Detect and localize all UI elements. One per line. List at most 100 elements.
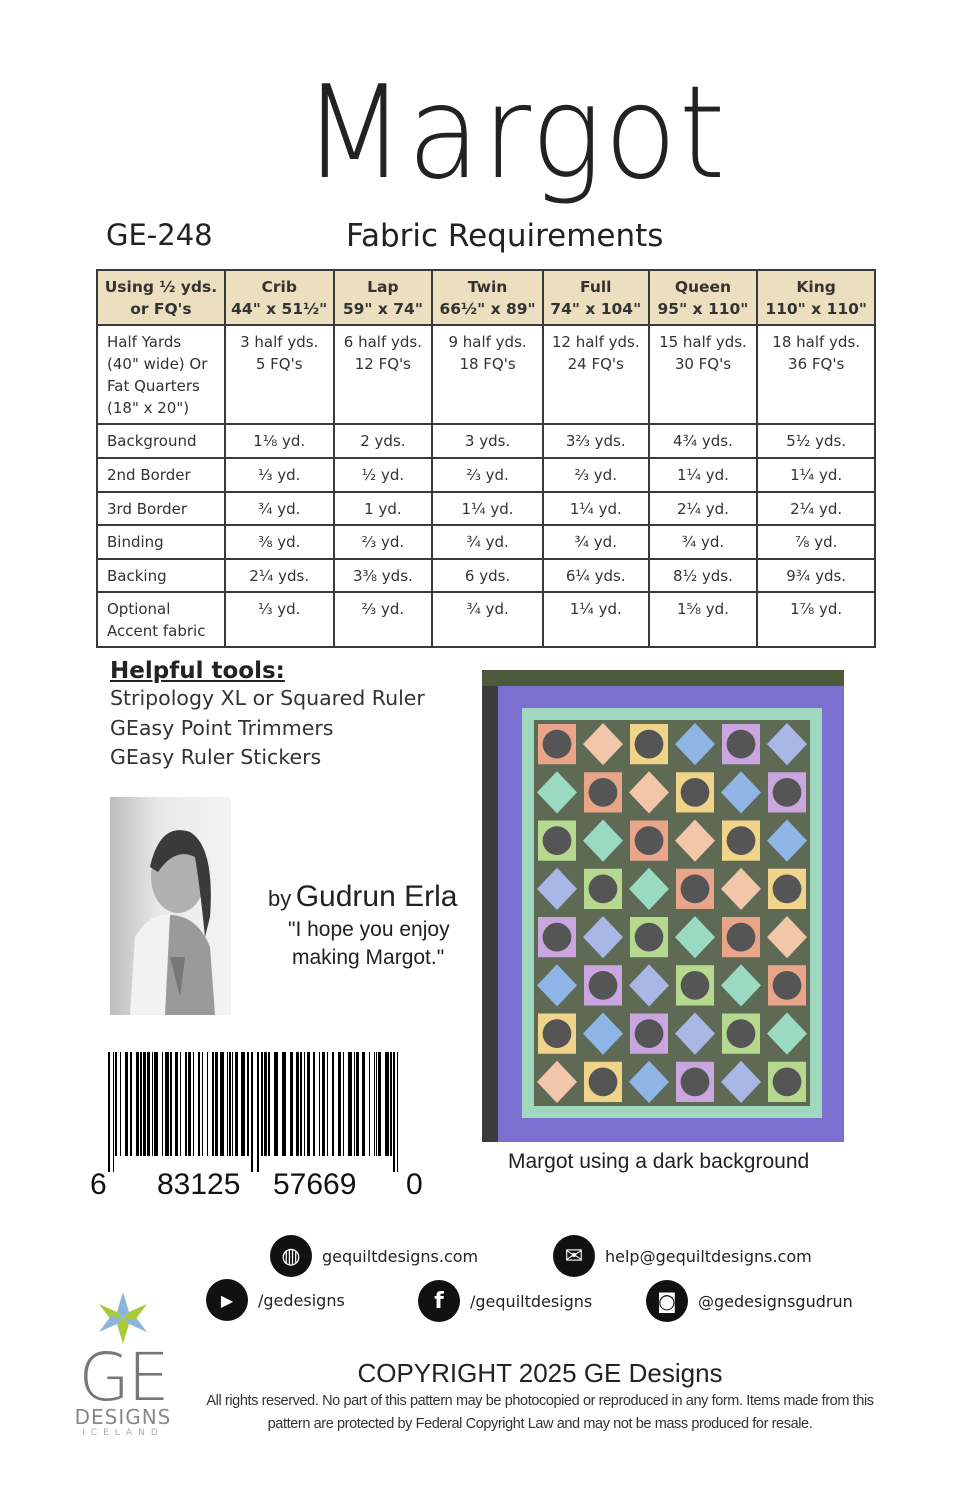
author-photo bbox=[110, 797, 231, 1015]
barcode-bar bbox=[393, 1052, 395, 1172]
barcode-digit: 6 bbox=[90, 1168, 107, 1201]
table-cell: 1¼ yd. bbox=[431, 491, 544, 526]
cell-line: 2¼ yd. bbox=[790, 500, 843, 518]
cell-line: 30 FQ's bbox=[674, 355, 732, 373]
fabric-requirements-table: Using ½ yds. or FQ's Crib 44" x 51½" Lap 59" … bbox=[96, 269, 876, 648]
youtube-text: /gedesigns bbox=[258, 1290, 345, 1310]
cell-line: 3 half yds. bbox=[240, 333, 319, 351]
cell-line: 1¼ yd. bbox=[676, 466, 729, 484]
table-cell: 2¼ yd. bbox=[756, 491, 876, 526]
table-row: Backing 2¼ yds. 3⅜ yds. 6 yds. 6¼ yds. 8½ yds… bbox=[96, 558, 876, 593]
logo-country: ICELAND bbox=[82, 1428, 164, 1438]
header-line: Twin bbox=[467, 277, 508, 296]
label-line: (18" x 20") bbox=[107, 399, 190, 417]
barcode bbox=[108, 1052, 398, 1172]
youtube-link[interactable]: ▶ /gedesigns bbox=[206, 1279, 345, 1321]
copyright-line: pattern are protected by Federal Copyrig… bbox=[267, 1416, 813, 1432]
website-link[interactable]: ◍ gequiltdesigns.com bbox=[270, 1235, 478, 1277]
table-cell: 5½ yds. bbox=[756, 423, 876, 459]
cell-line: 2¼ yds. bbox=[249, 567, 310, 585]
barcode-bar bbox=[165, 1052, 169, 1156]
table-cell: 1¼ yd. bbox=[541, 491, 650, 526]
cell-line: 36 FQ's bbox=[788, 355, 845, 373]
label-line: (40" wide) Or bbox=[107, 355, 208, 373]
facebook-link[interactable]: f/gequiltdesigns bbox=[418, 1280, 592, 1322]
header-line: Crib bbox=[261, 277, 297, 296]
barcode-bar bbox=[264, 1052, 267, 1156]
table-row: Background 1⅛ yd. 2 yds. 3 yds. 3⅔ yds. 4¾ yd… bbox=[96, 423, 876, 459]
table-cell: ¾ yd. bbox=[647, 524, 759, 560]
label-line: Accent fabric bbox=[107, 622, 206, 640]
table-cell: ¾ yd. bbox=[431, 591, 544, 648]
barcode-bar bbox=[154, 1052, 158, 1156]
barcode-bar bbox=[327, 1052, 328, 1156]
table-cell: 15 half yds. 30 FQ's bbox=[647, 324, 759, 425]
table-cell: ⅔ yd. bbox=[332, 524, 434, 560]
barcode-bar bbox=[356, 1052, 359, 1156]
cell-line: 1⅞ yd. bbox=[790, 600, 843, 618]
barcode-bar bbox=[268, 1052, 270, 1156]
cell-line: 9¾ yds. bbox=[786, 567, 847, 585]
website-text: gequiltdesigns.com bbox=[322, 1246, 479, 1266]
table-cell: 6¼ yds. bbox=[541, 558, 650, 593]
cell-line: 24 FQ's bbox=[567, 355, 624, 373]
cell-line: 1¼ yd. bbox=[569, 600, 622, 618]
barcode-bar bbox=[397, 1052, 398, 1172]
quilt-photo bbox=[482, 670, 844, 1142]
header-line: 66½" x 89" bbox=[439, 299, 536, 318]
cell-line: 1¼ yd. bbox=[569, 500, 622, 518]
barcode-bar bbox=[338, 1052, 341, 1156]
tools-heading: Helpful tools: bbox=[110, 658, 285, 684]
table-cell: 2¼ yds. bbox=[223, 558, 335, 593]
copyright-heading: COPYRIGHT 2025 GE Designs bbox=[357, 1358, 723, 1388]
table-cell: 3 yds. bbox=[431, 423, 544, 459]
barcode-bar bbox=[343, 1052, 344, 1156]
barcode-bar bbox=[202, 1052, 203, 1156]
quilt-block bbox=[629, 867, 669, 910]
barcode-bar bbox=[185, 1052, 187, 1156]
barcode-bar bbox=[220, 1052, 224, 1156]
cell-line: 1⅝ yd. bbox=[676, 600, 729, 618]
barcode-bar bbox=[362, 1052, 365, 1156]
row-label: 2nd Border bbox=[96, 457, 226, 493]
barcode-bar bbox=[147, 1052, 150, 1156]
barcode-bar bbox=[125, 1052, 128, 1156]
label-line: 3rd Border bbox=[107, 500, 188, 518]
barcode-bar bbox=[376, 1052, 377, 1156]
youtube-icon: ▶ bbox=[206, 1279, 248, 1321]
column-header: Crib 44" x 51½" bbox=[223, 269, 335, 326]
header-line: 95" x 110" bbox=[657, 299, 749, 318]
column-header: King 110" x 110" bbox=[756, 269, 876, 326]
quilt-block bbox=[629, 1060, 669, 1103]
cell-line: ¾ yd. bbox=[681, 533, 725, 551]
quilt-block bbox=[537, 964, 577, 1007]
instagram-icon: ◙ bbox=[646, 1280, 688, 1322]
column-header: Full 74" x 104" bbox=[541, 269, 650, 326]
label-line: Optional bbox=[107, 600, 171, 618]
header-line: or FQ's bbox=[130, 299, 192, 318]
cell-line: 1⅛ yd. bbox=[253, 432, 306, 450]
barcode-bar bbox=[198, 1052, 200, 1156]
instagram-link[interactable]: ◙ @gedesignsgudrun bbox=[646, 1280, 853, 1322]
envelope-icon: ✉ bbox=[553, 1235, 595, 1277]
quilt-block bbox=[629, 964, 669, 1007]
email-link[interactable]: ✉ help@gequiltdesigns.com bbox=[553, 1235, 812, 1277]
cell-line: 12 FQ's bbox=[354, 355, 411, 373]
quilt-block bbox=[721, 867, 761, 910]
barcode-bar bbox=[369, 1052, 370, 1156]
star-logo-icon bbox=[99, 1292, 147, 1344]
table-cell: 1⅞ yd. bbox=[756, 591, 876, 648]
barcode-bar bbox=[374, 1052, 375, 1156]
quilt-block bbox=[583, 916, 623, 959]
cell-line: 2¼ yd. bbox=[676, 500, 729, 518]
instagram-text: @gedesignsgudrun bbox=[698, 1291, 853, 1311]
cell-line: 2 yds. bbox=[360, 432, 406, 450]
barcode-bar bbox=[385, 1052, 389, 1156]
quilt-block bbox=[721, 771, 761, 814]
cell-line: 5 FQ's bbox=[255, 355, 303, 373]
table-cell: 3 half yds. 5 FQ's bbox=[223, 324, 335, 425]
table-cell: 1⅛ yd. bbox=[223, 423, 335, 459]
table-cell: 8½ yds. bbox=[647, 558, 759, 593]
cell-line: ⅓ yd. bbox=[257, 466, 301, 484]
barcode-bar bbox=[296, 1052, 299, 1156]
